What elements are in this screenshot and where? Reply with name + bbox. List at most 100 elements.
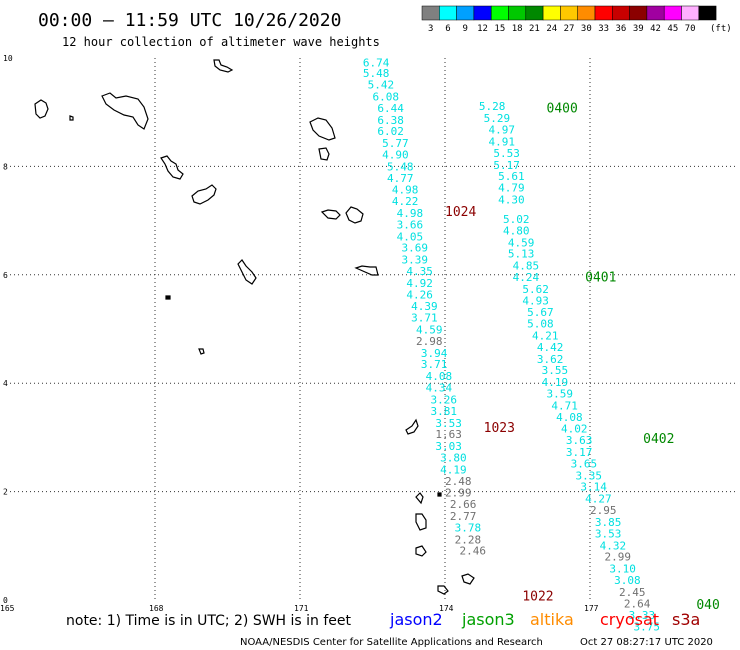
swh-value: 3.65 <box>571 457 598 470</box>
swh-value: 4.97 <box>489 124 516 137</box>
swh-value: 6.44 <box>377 102 404 115</box>
swh-value: 4.05 <box>397 230 424 243</box>
island-outline <box>237 259 257 285</box>
swh-value: 4.59 <box>416 324 443 337</box>
swh-value: 3.26 <box>431 393 458 406</box>
swh-value: 4.59 <box>508 236 535 249</box>
swh-value: 2.98 <box>416 335 443 348</box>
swh-value: 3.10 <box>609 563 636 576</box>
island-outline <box>437 492 442 497</box>
swh-value: 3.17 <box>566 446 593 459</box>
satellite-legend: jason2 jason3 altika cryosat s3a <box>389 610 700 629</box>
swh-value: 4.98 <box>397 207 424 220</box>
swh-value: 3.71 <box>421 358 448 371</box>
swh-value: 3.59 <box>547 387 574 400</box>
footer-timestamp: Oct 27 08:27:17 UTC 2020 <box>580 637 713 648</box>
axes: 165 168 171 174 177 0 2 4 6 8 10 <box>0 54 599 613</box>
colorbar-label: 3 <box>428 24 433 34</box>
swh-value: 4.27 <box>585 493 612 506</box>
swh-value: 3.66 <box>397 218 424 231</box>
swh-value: 3.53 <box>595 527 622 540</box>
footer-note: note: 1) Time is in UTC; 2) SWH is in fe… <box>66 613 352 629</box>
swh-value: 4.32 <box>600 539 627 552</box>
swh-value: 3.85 <box>595 516 622 529</box>
swh-value: 6.38 <box>377 114 404 127</box>
colorbar-unit: (ft) <box>710 24 732 34</box>
swh-value: 4.79 <box>498 182 524 195</box>
swh-value: 4.98 <box>392 184 419 197</box>
swh-value: 5.61 <box>498 170 524 183</box>
colorbar-label: 33 <box>598 24 609 34</box>
island-outline <box>318 147 330 161</box>
swh-value: 5.08 <box>527 318 554 331</box>
legend-cryosat: cryosat <box>600 610 659 629</box>
swh-value: 4.19 <box>542 376 569 389</box>
colorbar-swatch <box>542 5 561 21</box>
swh-value: 4.22 <box>392 195 419 208</box>
swh-value: 5.77 <box>382 137 409 150</box>
swh-value: 5.28 <box>479 100 506 113</box>
swh-value: 4.77 <box>387 172 414 185</box>
swh-value: 4.85 <box>513 260 540 273</box>
legend-jason3: jason3 <box>461 610 515 629</box>
colorbar-label: 12 <box>477 24 488 34</box>
swh-value: 4.24 <box>513 271 540 284</box>
island-outline <box>405 418 419 435</box>
swh-value: 4.93 <box>522 294 549 307</box>
swh-value: 3.69 <box>402 242 429 255</box>
swh-value: 4.08 <box>556 411 583 424</box>
colorbar-swatch <box>646 5 665 21</box>
swh-value: 5.48 <box>363 67 390 80</box>
x-tick-label: 171 <box>294 604 309 613</box>
colorbar-swatch <box>456 5 475 21</box>
grid <box>10 58 735 600</box>
island-outline <box>415 545 427 557</box>
swh-value: 5.17 <box>493 159 520 172</box>
chart-subtitle: 12 hour collection of altimeter wave hei… <box>62 35 380 49</box>
swh-value: 3.62 <box>537 353 564 366</box>
swh-value: 4.71 <box>551 399 578 412</box>
swh-value: 2.46 <box>460 545 487 558</box>
island-outline <box>415 513 427 531</box>
swh-value: 5.48 <box>387 160 414 173</box>
swh-value: 4.30 <box>498 193 524 206</box>
island-outline <box>354 265 379 276</box>
footer-credit: NOAA/NESDIS Center for Satellite Applica… <box>240 637 543 648</box>
island-outline <box>309 117 336 141</box>
swh-value: 4.26 <box>406 288 433 301</box>
swh-value: 3.08 <box>614 574 641 587</box>
swh-value: 5.67 <box>527 306 554 319</box>
time-labels: 1024 1023 1022 0400 0401 0402 040 <box>445 101 720 612</box>
swh-value: 3.39 <box>402 254 429 267</box>
swh-value: 2.99 <box>445 487 472 500</box>
pass-time-label: 040 <box>696 598 719 613</box>
swh-value: 2.64 <box>624 597 651 610</box>
island-outline <box>69 115 74 121</box>
swh-value: 4.91 <box>489 135 516 148</box>
colorbar-swatch <box>421 5 440 21</box>
island-outline <box>165 295 171 300</box>
y-tick-label: 8 <box>3 162 8 171</box>
colorbar-swatch <box>560 5 578 21</box>
swh-value: 4.39 <box>411 300 438 313</box>
colorbar-swatch <box>612 5 630 21</box>
pass-time-label: 1022 <box>522 590 553 605</box>
colorbar-label: 30 <box>581 24 592 34</box>
swh-value: 4.35 <box>406 265 433 278</box>
swh-value: 4.80 <box>503 224 530 237</box>
colorbar-swatch <box>439 5 457 21</box>
swh-value: 5.42 <box>368 79 395 92</box>
y-tick-label: 4 <box>3 379 8 388</box>
swh-value: 3.53 <box>435 417 462 430</box>
y-tick-label: 0 <box>3 596 8 605</box>
island-outline <box>437 585 449 595</box>
swh-value: 4.92 <box>406 277 433 290</box>
island-outline <box>213 59 234 73</box>
pass-time-label: 1024 <box>445 205 476 220</box>
swh-value: 1.63 <box>435 428 462 441</box>
swh-value: 3.94 <box>421 347 448 360</box>
swh-value: 2.77 <box>450 510 477 523</box>
colorbar-label: 9 <box>463 24 468 34</box>
legend-s3a: s3a <box>672 610 700 629</box>
